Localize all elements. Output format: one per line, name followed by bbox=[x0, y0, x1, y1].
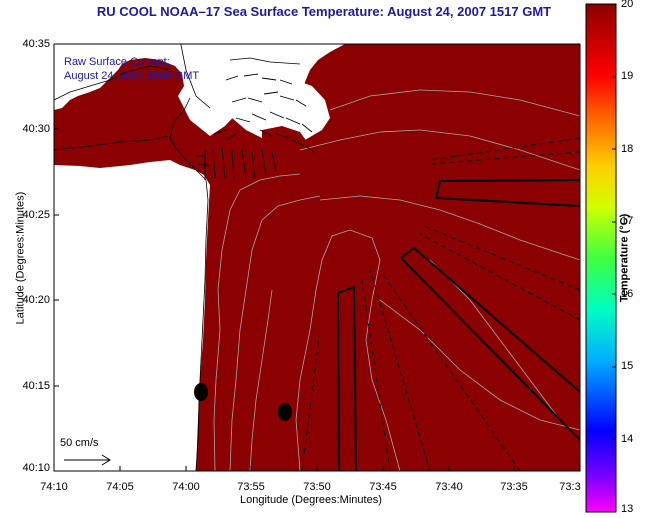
colorbar-tick-label: 19 bbox=[621, 70, 634, 82]
x-axis-label: Longitude (Degrees:Minutes) bbox=[240, 494, 382, 506]
x-tick-label: 73:35 bbox=[500, 481, 528, 493]
y-axis-label: Latitude (Degrees:Minutes) bbox=[14, 191, 27, 325]
x-tick-label: 73:3 bbox=[559, 481, 581, 493]
colorbar-label: Temperature (°C) bbox=[618, 213, 631, 303]
x-tick-label: 74:10 bbox=[40, 481, 68, 493]
colorbar-tick-label: 14 bbox=[621, 433, 634, 445]
x-tick-label: 73:50 bbox=[303, 481, 331, 493]
colorbar-tick-label: 18 bbox=[621, 143, 634, 155]
colorbar bbox=[585, 3, 617, 513]
y-tick-label: 40:20 bbox=[22, 294, 50, 306]
y-tick-label: 40:25 bbox=[22, 209, 50, 221]
codar-beams bbox=[301, 137, 580, 471]
colorbar-tick-label: 13 bbox=[621, 503, 634, 515]
axis-tick-marks bbox=[53, 43, 581, 472]
scale-label: 50 cm/s bbox=[60, 437, 99, 449]
sst-field bbox=[54, 44, 580, 471]
y-tick-label: 40:10 bbox=[22, 462, 50, 474]
colorbar-tick-label: 16 bbox=[621, 288, 634, 300]
y-tick-label: 40:15 bbox=[22, 380, 50, 392]
y-tick-label: 40:35 bbox=[22, 38, 50, 50]
x-tick-label: 74:00 bbox=[172, 481, 200, 493]
legend-current-label: Raw Surface Current: bbox=[64, 56, 170, 68]
x-tick-label: 74:05 bbox=[106, 481, 134, 493]
x-tick-label: 73:55 bbox=[237, 481, 265, 493]
current-vectors bbox=[196, 73, 315, 181]
land-gap-nw bbox=[195, 58, 245, 96]
buoy-marker-1 bbox=[194, 383, 208, 401]
bathymetry-contours bbox=[213, 89, 580, 471]
legend-current-date: August 24, 2007 1500 GMT bbox=[64, 70, 200, 82]
y-tick-label: 40:30 bbox=[22, 123, 50, 135]
colorbar-tick-marks bbox=[612, 3, 616, 513]
buoy-marker-2 bbox=[278, 403, 292, 421]
scale-arrow bbox=[64, 454, 111, 466]
colorbar-tick-label: 17 bbox=[621, 215, 634, 227]
map-title: RU COOL NOAA–17 Sea Surface Temperature:… bbox=[96, 4, 552, 19]
x-tick-label: 73:40 bbox=[435, 481, 463, 493]
colorbar-tick-label: 20 bbox=[621, 0, 634, 10]
x-tick-label: 73:45 bbox=[369, 481, 397, 493]
coastline bbox=[54, 44, 301, 471]
colorbar-tick-label: 15 bbox=[621, 360, 634, 372]
land-gap-north bbox=[222, 76, 330, 150]
